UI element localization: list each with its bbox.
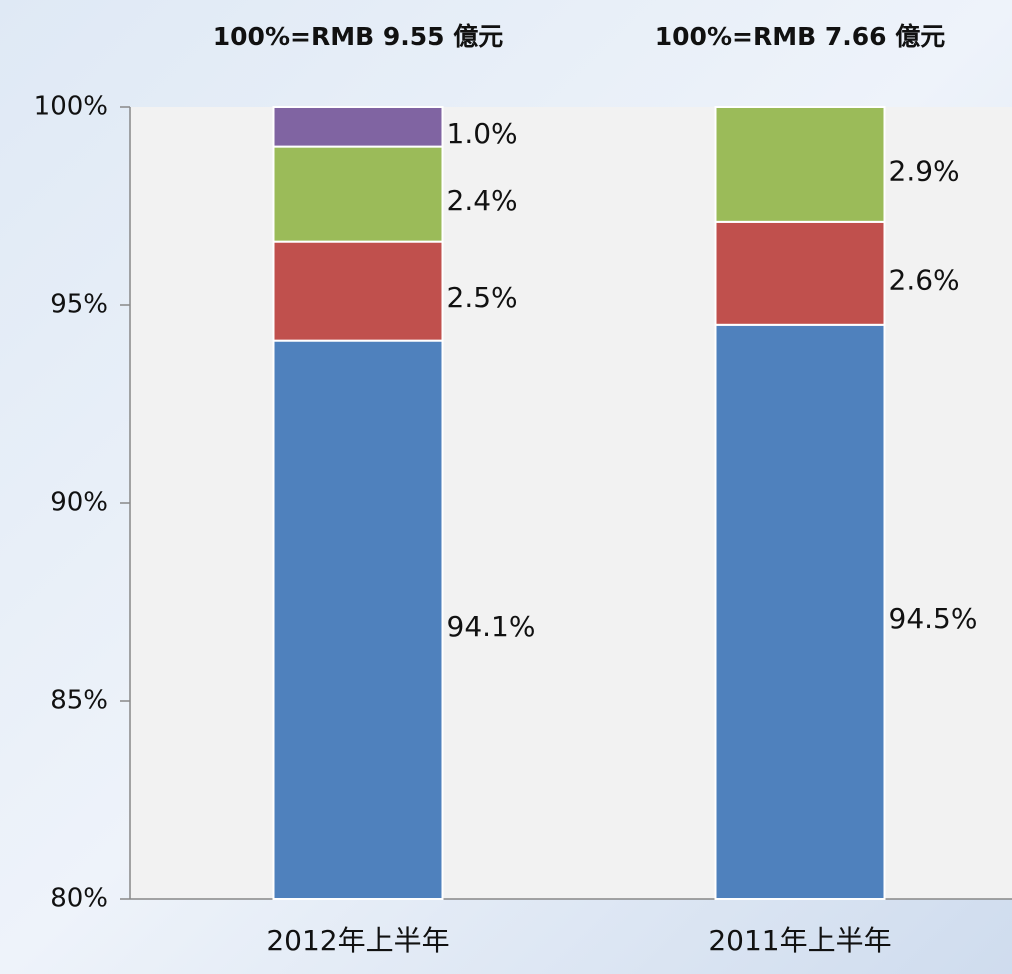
data-label: 2.9%	[889, 154, 960, 187]
data-label: 2.5%	[447, 281, 518, 314]
y-tick-label: 80%	[50, 884, 108, 914]
data-label: 94.5%	[889, 602, 978, 635]
data-label: 94.1%	[447, 610, 536, 643]
x-tick-label: 2012年上半年	[266, 924, 449, 957]
annotation: 100%=RMB 9.55 億元	[213, 22, 503, 51]
bar-segment	[272, 240, 444, 342]
data-label: 2.4%	[447, 184, 518, 217]
bar-segment	[714, 106, 886, 223]
annotation: 100%=RMB 7.66 億元	[655, 22, 945, 51]
data-label: 1.0%	[447, 117, 518, 150]
bar-segment	[272, 145, 444, 243]
y-tick-label: 85%	[50, 686, 108, 716]
bar-segment	[272, 339, 444, 900]
bar-segment	[714, 323, 886, 900]
data-label: 2.6%	[889, 263, 960, 296]
bar-segment	[272, 106, 444, 148]
x-tick-label: 2011年上半年	[708, 924, 891, 957]
bar-segment	[714, 220, 886, 326]
y-tick-label: 100%	[34, 92, 108, 122]
y-tick-label: 90%	[50, 488, 108, 518]
y-tick-label: 95%	[50, 290, 108, 320]
